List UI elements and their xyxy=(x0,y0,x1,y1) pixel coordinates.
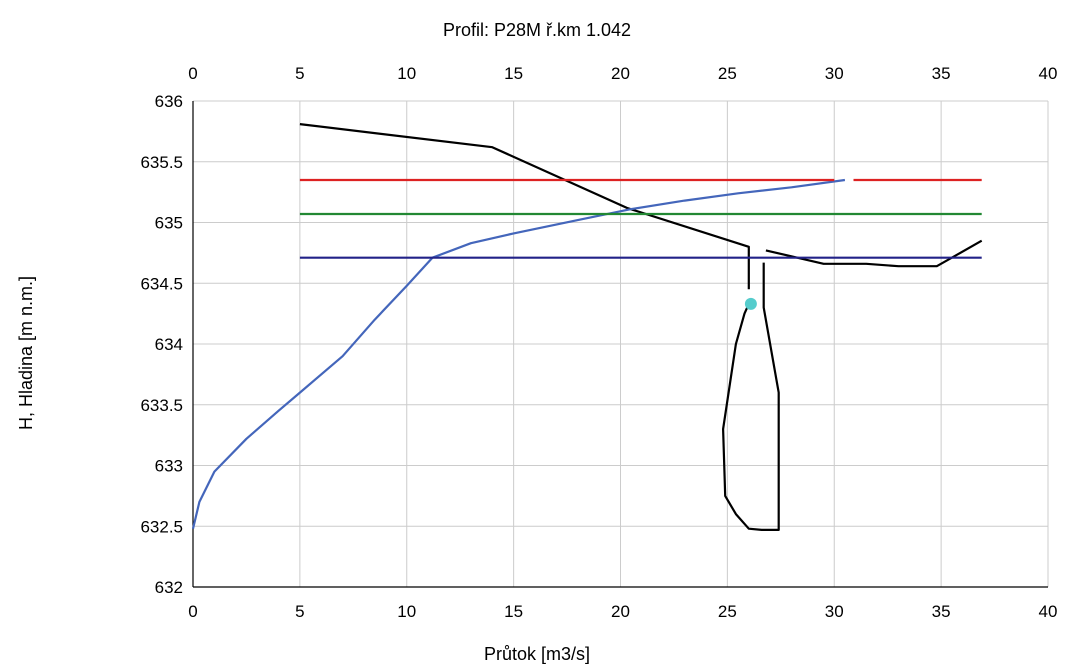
x-axis-label: Průtok [m3/s] xyxy=(484,644,590,664)
x-tick-label: 15 xyxy=(504,602,523,621)
x-tick-label: 40 xyxy=(1039,602,1058,621)
chart-title: Profil: P28M ř.km 1.042 xyxy=(443,20,631,40)
top-x-tick-label: 20 xyxy=(611,64,630,83)
x-tick-label: 30 xyxy=(825,602,844,621)
x-tick-label: 10 xyxy=(397,602,416,621)
top-x-tick-label: 35 xyxy=(932,64,951,83)
y-axis-label: H, Hladina [m n.m.] xyxy=(16,276,36,430)
x-tick-label: 35 xyxy=(932,602,951,621)
y-tick-label: 633 xyxy=(155,457,183,476)
x-tick-label: 25 xyxy=(718,602,737,621)
x-tick-label: 0 xyxy=(188,602,197,621)
series-line xyxy=(721,262,780,532)
top-x-tick-label: 30 xyxy=(825,64,844,83)
y-tick-label: 632.5 xyxy=(140,517,183,536)
data-point xyxy=(744,297,757,310)
y-tick-label: 636 xyxy=(155,92,183,111)
points-layer xyxy=(744,297,757,310)
y-tick-label: 633.5 xyxy=(140,396,183,415)
series-line xyxy=(299,123,750,290)
top-x-tick-label: 0 xyxy=(188,64,197,83)
y-tick-label: 632 xyxy=(155,578,183,597)
x-tick-label: 5 xyxy=(295,602,304,621)
series-layer xyxy=(191,123,983,532)
grid xyxy=(192,100,1049,588)
y-tick-label: 635.5 xyxy=(140,153,183,172)
top-x-tick-label: 25 xyxy=(718,64,737,83)
y-tick-label: 635 xyxy=(155,214,183,233)
y-tick-label: 634 xyxy=(155,335,183,354)
top-x-tick-label: 40 xyxy=(1039,64,1058,83)
series-line xyxy=(765,239,983,268)
top-x-tick-label: 5 xyxy=(295,64,304,83)
y-tick-label: 634.5 xyxy=(140,274,183,293)
tick-labels: 0 0 5 5 10 10 15 15 20 20 25 25 30 30 35 35 40 40 632 632.5… xyxy=(140,64,1057,621)
top-x-tick-label: 10 xyxy=(397,64,416,83)
top-x-tick-label: 15 xyxy=(504,64,523,83)
x-tick-label: 20 xyxy=(611,602,630,621)
series-line xyxy=(191,178,846,529)
